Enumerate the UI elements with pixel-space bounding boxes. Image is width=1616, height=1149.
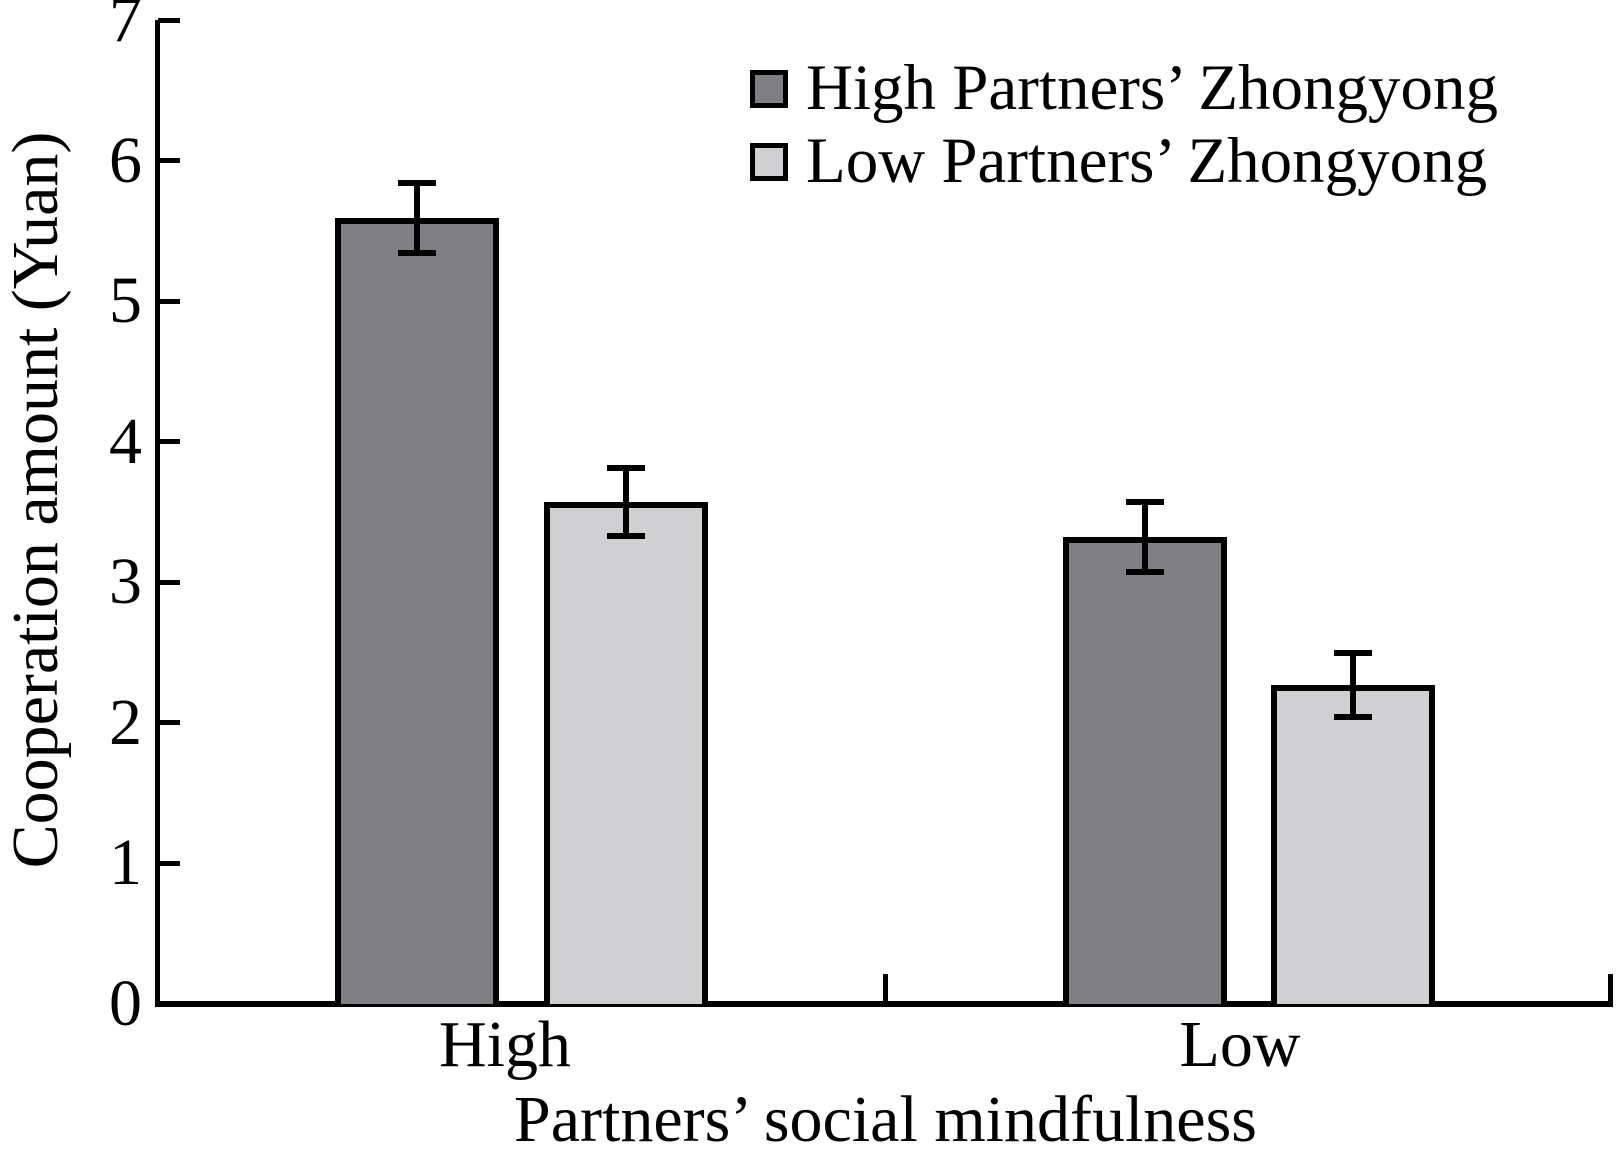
x-tick-1 — [1607, 974, 1613, 1004]
error-bar-cap-bottom — [1334, 714, 1372, 721]
y-tick-label-7: 7 — [109, 0, 142, 56]
x-axis-title: Partners’ social mindfulness — [514, 1083, 1257, 1149]
error-bar-cap-bottom — [606, 532, 645, 539]
error-bar-cap-top — [606, 465, 645, 472]
error-bar-line — [413, 183, 420, 254]
y-tick-label-4: 4 — [109, 404, 142, 478]
x-category-label-low: Low — [1179, 1008, 1301, 1081]
legend: High Partners’ Zhongyong Low Partners’ Z… — [750, 52, 1498, 198]
y-tick-6 — [158, 158, 180, 164]
error-bar-cap-top — [1126, 499, 1164, 506]
y-tick-0 — [158, 1001, 180, 1007]
legend-label-high-zhongyong: High Partners’ Zhongyong — [806, 52, 1499, 124]
x-category-label-high: High — [439, 1008, 571, 1081]
y-tick-label-2: 2 — [109, 685, 142, 759]
y-tick-label-1: 1 — [109, 826, 142, 900]
y-axis-title: Cooperation amount (Yuan) — [0, 131, 72, 869]
y-tick-label-0: 0 — [109, 967, 142, 1040]
y-tick-4 — [158, 439, 180, 445]
y-tick-label-5: 5 — [109, 264, 142, 338]
y-axis-line — [155, 20, 160, 1004]
legend-label-low-zhongyong: Low Partners’ Zhongyong — [806, 125, 1488, 197]
bar-high-low-zhongyong — [543, 502, 708, 1004]
legend-row-high-zhongyong: High Partners’ Zhongyong — [750, 52, 1498, 125]
error-bar-cap-top — [1334, 649, 1372, 656]
y-tick-3 — [158, 579, 180, 585]
y-tick-label-3: 3 — [109, 545, 142, 619]
bar-low-high-zhongyong — [1063, 537, 1227, 1004]
error-bar-line — [1350, 652, 1356, 718]
error-bar-line — [1142, 502, 1148, 573]
legend-row-low-zhongyong: Low Partners’ Zhongyong — [750, 125, 1498, 198]
x-axis-line — [155, 1001, 1613, 1007]
error-bar-cap-bottom — [1126, 569, 1164, 576]
error-bar-line — [622, 468, 629, 536]
y-tick-1 — [158, 860, 180, 866]
legend-swatch-low-zhongyong — [750, 142, 788, 181]
y-tick-2 — [158, 720, 180, 726]
error-bar-cap-bottom — [397, 250, 436, 257]
legend-swatch-high-zhongyong — [750, 69, 788, 108]
y-tick-label-6: 6 — [109, 123, 142, 197]
bar-low-low-zhongyong — [1271, 684, 1435, 1004]
y-tick-5 — [158, 298, 180, 304]
x-tick-0 — [882, 974, 888, 1004]
y-tick-7 — [158, 17, 180, 23]
bar-high-high-zhongyong — [334, 218, 499, 1004]
error-bar-cap-top — [397, 180, 436, 187]
